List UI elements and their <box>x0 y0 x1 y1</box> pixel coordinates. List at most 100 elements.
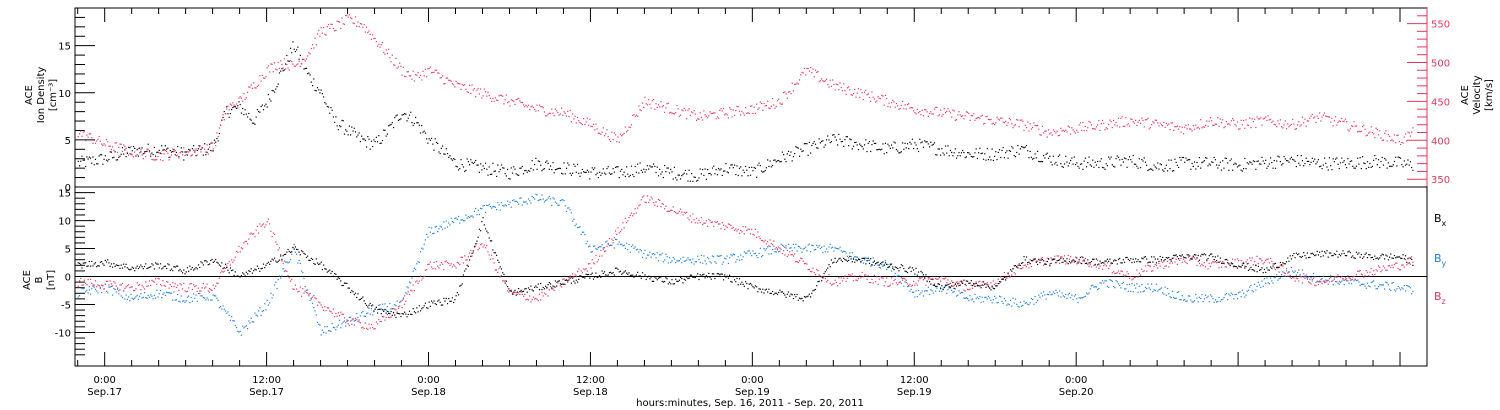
bz-point <box>134 289 136 292</box>
velocity-point <box>783 92 785 94</box>
density-point <box>810 152 812 154</box>
density-point <box>1163 170 1165 172</box>
by-point <box>471 215 473 217</box>
bx-point <box>142 268 144 270</box>
velocity-point <box>1132 121 1134 123</box>
density-point <box>649 165 651 167</box>
density-point <box>1160 164 1163 166</box>
density-point <box>933 142 936 144</box>
bz-point <box>1036 260 1039 262</box>
density-point <box>413 122 415 125</box>
density-point <box>666 167 668 169</box>
bx-point <box>119 267 121 269</box>
density-point <box>716 174 718 176</box>
bx-point <box>499 266 501 268</box>
density-point <box>473 161 476 163</box>
bx-point <box>141 266 143 268</box>
by-point <box>828 246 830 248</box>
bz-point <box>1216 262 1218 264</box>
bx-point <box>725 276 727 278</box>
density-point <box>1354 167 1356 169</box>
by-point <box>273 284 276 286</box>
by-point <box>649 251 651 253</box>
by-point <box>183 300 185 302</box>
by-point <box>499 209 501 211</box>
density-point <box>792 155 795 158</box>
density-point <box>77 160 79 162</box>
velocity-point <box>89 133 92 135</box>
velocity-point <box>1082 121 1084 124</box>
density-point <box>1132 154 1134 157</box>
density-point <box>1025 144 1028 147</box>
velocity-point <box>1060 127 1062 129</box>
velocity-point <box>1035 125 1037 127</box>
velocity-point <box>979 117 981 120</box>
bz-point <box>1360 273 1362 275</box>
density-point <box>89 157 92 159</box>
bx-point <box>351 290 353 292</box>
bx-point <box>103 264 105 266</box>
velocity-point <box>300 62 303 65</box>
bz-point <box>1132 278 1134 280</box>
by-point <box>135 296 137 298</box>
density-point <box>1119 159 1121 161</box>
bx-point <box>329 269 331 271</box>
by-point <box>637 248 639 250</box>
bx-point <box>437 300 439 302</box>
bz-point <box>829 282 831 284</box>
velocity-point <box>1277 120 1279 122</box>
by-point <box>960 291 963 294</box>
density-point <box>675 177 677 179</box>
velocity-point <box>1381 139 1383 142</box>
density-point <box>1154 166 1156 168</box>
by-point <box>900 282 902 284</box>
density-point <box>1322 164 1324 166</box>
density-point <box>736 165 738 167</box>
density-point <box>1230 158 1232 160</box>
velocity-point <box>964 115 966 117</box>
by-point <box>370 308 373 310</box>
by-point <box>976 296 979 298</box>
bz-point <box>1293 277 1295 279</box>
bz-point <box>145 281 147 283</box>
by-point <box>1093 286 1095 288</box>
bx-point <box>482 217 484 219</box>
by-point <box>1363 283 1365 285</box>
bz-point <box>332 308 335 310</box>
bx-point <box>316 262 319 264</box>
by-point <box>924 290 926 292</box>
velocity-point <box>101 143 103 145</box>
by-point <box>731 255 733 257</box>
density-point <box>865 139 867 141</box>
density-point <box>166 148 168 150</box>
bx-point <box>177 265 179 267</box>
bx-point <box>678 279 680 281</box>
density-point <box>1201 161 1203 164</box>
density-point <box>1112 165 1115 168</box>
velocity-point <box>832 79 834 81</box>
bz-point <box>890 277 893 279</box>
bz-point <box>179 283 181 285</box>
velocity-point <box>911 107 914 109</box>
bx-point <box>526 291 528 293</box>
density-point <box>273 91 276 93</box>
density-point <box>981 152 983 154</box>
velocity-point <box>699 112 701 114</box>
density-point <box>778 159 780 162</box>
by-point <box>276 287 278 290</box>
by-point <box>1034 295 1036 298</box>
density-point <box>970 155 972 158</box>
bz-point <box>408 293 411 295</box>
density-point <box>383 129 385 131</box>
velocity-point <box>386 52 389 55</box>
by-point <box>1364 285 1366 287</box>
density-point <box>1214 159 1216 161</box>
bz-point <box>292 288 294 290</box>
bx-point <box>610 271 612 273</box>
by-point <box>433 232 435 234</box>
velocity-point <box>759 101 761 103</box>
density-point <box>1067 165 1069 167</box>
by-point <box>759 247 761 249</box>
by-point <box>1409 287 1412 289</box>
density-point <box>1397 156 1399 158</box>
